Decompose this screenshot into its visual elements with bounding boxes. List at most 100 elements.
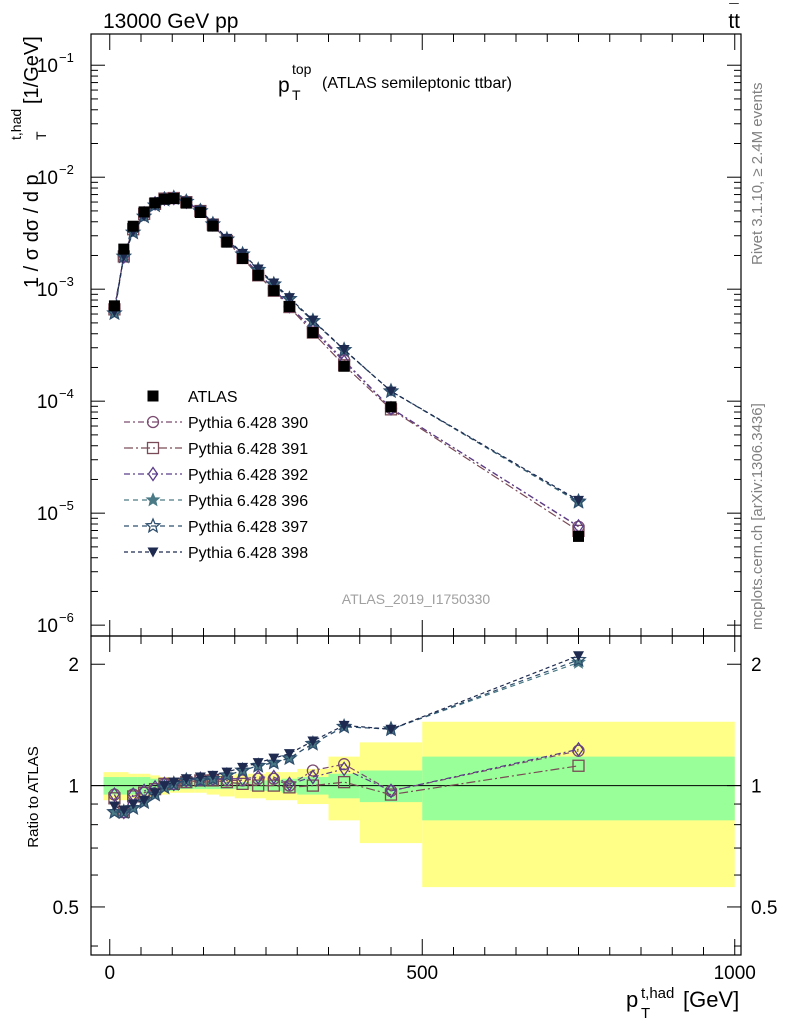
ratio-point-2 (252, 769, 264, 785)
data-point (237, 252, 249, 264)
top-axis-ticks (91, 64, 741, 626)
ratio-y-tick-label-right: 2 (751, 655, 762, 676)
series-point-5 (338, 345, 350, 356)
ylabel-unit: [1/GeV] (21, 36, 43, 104)
ratio-point-4 (249, 757, 267, 773)
ratio-point-5 (194, 772, 206, 783)
legend-marker-data (147, 390, 159, 402)
series-point-5 (573, 495, 584, 506)
data-point (573, 530, 584, 542)
ratio-point-5 (338, 720, 350, 731)
legend-marker-0 (146, 415, 160, 429)
data-point (118, 243, 130, 255)
ratio-point-1 (306, 779, 320, 792)
legend-marker-1 (146, 441, 160, 455)
data-point (108, 300, 120, 312)
ratio-point-4 (234, 761, 251, 778)
data-point (127, 220, 139, 232)
ratio-point-2 (109, 786, 120, 803)
series-point-5 (283, 293, 295, 304)
analysis-watermark: ATLAS_2019_I1750330 (342, 591, 491, 607)
series-point-5 (252, 264, 264, 275)
xlabel-p: p (626, 987, 638, 1012)
data-point (194, 206, 206, 218)
xlabel-sub: T (641, 1005, 650, 1022)
legend-label-3: Pythia 6.428 396 (188, 493, 308, 510)
ratio-y-axis-label: Ratio to ATLAS (25, 746, 42, 847)
data-point (338, 360, 350, 372)
ratio-point-2 (268, 769, 280, 785)
data-point (138, 206, 150, 218)
ratio-point-5 (283, 749, 295, 760)
legend-marker-2 (147, 466, 159, 482)
y-tick-label: 10 (37, 504, 58, 525)
data-point (180, 197, 192, 209)
ratio-point-1 (283, 781, 296, 794)
data-point (168, 193, 180, 205)
x-tick-label: 500 (406, 963, 438, 984)
ratio-point-0 (306, 764, 320, 777)
ratio-y-tick-label-right: 1 (751, 777, 762, 798)
x-tick-label: 0 (104, 963, 115, 984)
data-point (307, 327, 319, 339)
legend-marker-4 (144, 517, 162, 534)
ratio-point-0 (337, 758, 351, 771)
uncertainty-bands (103, 721, 735, 888)
top-y-tick-labels: 10−610−510−410−310−210−1 (37, 50, 74, 637)
ratio-point-1 (252, 779, 265, 792)
ratio-point-4 (192, 771, 209, 788)
x-axis-label: p t,had T [GeV] (626, 985, 739, 1022)
rivet-version-label: Rivet 3.1.10, ≥ 2.4M events (749, 83, 766, 266)
data-point (268, 285, 280, 297)
series-point-5 (307, 315, 319, 326)
y-tick-label: 10 (37, 56, 58, 77)
ratio-point-5 (221, 767, 233, 778)
data-point (385, 401, 397, 413)
legend-label-2: Pythia 6.428 392 (188, 467, 308, 484)
data-point (158, 193, 170, 205)
legend: ATLAS Pythia 6.428 390 Pythia 6.428 391 Pyt… (124, 389, 308, 562)
ratio-point-2 (385, 783, 397, 799)
legend-label-data: ATLAS (188, 389, 238, 406)
ratio-point-5 (307, 736, 319, 747)
header-right-bar: ¯ (728, 1, 739, 20)
ratio-point-5 (149, 788, 161, 799)
ratio-point-5 (180, 774, 192, 785)
title-p: p (278, 74, 290, 97)
series-point-5 (268, 278, 280, 289)
ratio-point-5 (237, 762, 249, 773)
ylabel-main: 1 / σ dσ / d p (21, 174, 43, 288)
ratio-point-5 (268, 753, 280, 764)
ratio-panel-frame (90, 635, 742, 956)
ratio-point-5 (138, 795, 150, 806)
top-y-axis-label: 1 / σ dσ / d p t,had T [1/GeV] (8, 36, 49, 288)
ylabel-sub: T (33, 131, 49, 140)
ratio-point-4 (265, 754, 283, 770)
data-point (283, 301, 295, 313)
ratio-point-4 (204, 769, 222, 786)
x-tick-label: 1000 (714, 963, 756, 984)
series-point-5 (385, 386, 397, 397)
y-tick-label-exponent: −6 (59, 610, 74, 625)
ratio-point-2 (307, 769, 319, 785)
data-point (149, 197, 161, 209)
stat-uncertainty-band (422, 756, 735, 821)
ratio-point-5 (118, 805, 130, 816)
ratio-point-5 (385, 724, 397, 735)
data-point (252, 269, 264, 281)
ratio-point-5 (573, 651, 584, 662)
mcplots-site-label: mcplots.cern.ch [arXiv:1306.3436] (749, 403, 766, 630)
header-right: tt (728, 10, 740, 33)
ratio-point-2 (237, 771, 248, 787)
ratio-point-4 (281, 749, 298, 766)
y-tick-label-exponent: −2 (59, 162, 74, 177)
ratio-point-4 (218, 766, 236, 783)
ratio-point-5 (127, 799, 139, 810)
ratio-point-5 (158, 781, 170, 792)
y-tick-label-exponent: −1 (59, 50, 74, 65)
legend-label-1: Pythia 6.428 391 (188, 441, 308, 458)
y-tick-label: 10 (37, 392, 58, 413)
ratio-point-5 (168, 777, 180, 788)
ratio-point-2 (284, 776, 295, 792)
